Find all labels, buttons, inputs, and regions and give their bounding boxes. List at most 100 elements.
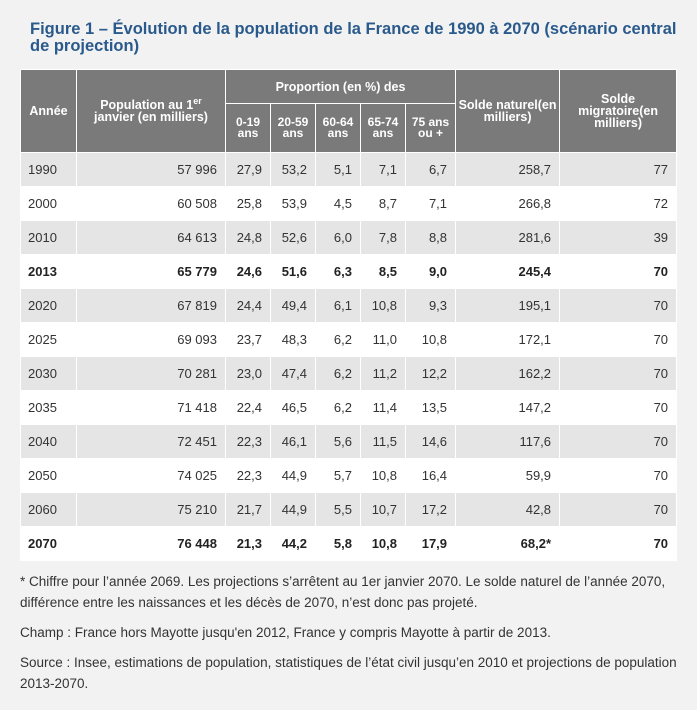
table-row: 2040 72 451 22,3 46,1 5,6 11,5 14,6 117,6 70: [20, 424, 678, 459]
cell-p0-19: 22,4: [225, 390, 271, 425]
cell-annee: 2013: [20, 254, 77, 289]
cell-p60-64: 5,1: [315, 152, 361, 187]
cell-p20-59: 48,3: [270, 322, 316, 357]
header-age-75-plus: 75 ans ou +: [404, 103, 457, 153]
figure-title: Figure 1 – Évolution de la population de…: [30, 20, 677, 55]
header-age-20-59: 20-59 ans: [270, 103, 316, 153]
cell-p75: 6,7: [404, 152, 457, 187]
table-row: 2010 64 613 24,8 52,6 6,0 7,8 8,8 281,6 39: [20, 220, 678, 255]
cell-p20-59: 53,9: [270, 186, 316, 221]
header-solde-naturel: Solde naturel(en milliers): [455, 69, 561, 153]
cell-naturel: 266,8: [455, 186, 561, 221]
cell-p65-74: 11,2: [360, 356, 406, 391]
header-population-rest: janvier (en milliers): [94, 110, 208, 124]
cell-p65-74: 10,7: [360, 492, 406, 527]
cell-migratoire: 77: [559, 152, 678, 187]
cell-p0-19: 24,6: [225, 254, 271, 289]
cell-p60-64: 6,2: [315, 390, 361, 425]
table-row: 1990 57 996 27,9 53,2 5,1 7,1 6,7 258,7 77: [20, 152, 678, 187]
cell-p75: 14,6: [404, 424, 457, 459]
header-age-60-64: 60-64 ans: [315, 103, 361, 153]
cell-p75: 12,2: [404, 356, 457, 391]
cell-p60-64: 6,1: [315, 288, 361, 323]
table-body: 1990 57 996 27,9 53,2 5,1 7,1 6,7 258,7 77 2000 60…: [20, 152, 678, 561]
cell-migratoire: 70: [559, 458, 678, 493]
cell-naturel: 59,9: [455, 458, 561, 493]
cell-population: 74 025: [76, 458, 226, 493]
cell-migratoire: 70: [559, 322, 678, 357]
cell-annee: 2010: [20, 220, 77, 255]
cell-p0-19: 24,8: [225, 220, 271, 255]
cell-p65-74: 8,7: [360, 186, 406, 221]
table-row: 2020 67 819 24,4 49,4 6,1 10,8 9,3 195,1 70: [20, 288, 678, 323]
cell-p75: 7,1: [404, 186, 457, 221]
cell-p0-19: 27,9: [225, 152, 271, 187]
cell-p60-64: 6,2: [315, 322, 361, 357]
note-footnote: * Chiffre pour l’année 2069. Les project…: [20, 574, 666, 610]
cell-p65-74: 11,0: [360, 322, 406, 357]
cell-migratoire: 70: [559, 492, 678, 527]
cell-p60-64: 5,5: [315, 492, 361, 527]
cell-migratoire: 72: [559, 186, 678, 221]
cell-p60-64: 6,0: [315, 220, 361, 255]
header-population: Population au 1er janvier (en milliers): [76, 69, 226, 153]
cell-p20-59: 44,9: [270, 492, 316, 527]
cell-annee: 1990: [20, 152, 77, 187]
table-row: 2035 71 418 22,4 46,5 6,2 11,4 13,5 147,2 70: [20, 390, 678, 425]
header-population-sup: er: [193, 95, 202, 106]
cell-p60-64: 5,6: [315, 424, 361, 459]
table-row: 2025 69 093 23,7 48,3 6,2 11,0 10,8 172,1 70: [20, 322, 678, 357]
cell-p20-59: 46,1: [270, 424, 316, 459]
cell-annee: 2030: [20, 356, 77, 391]
cell-naturel: 245,4: [455, 254, 561, 289]
cell-migratoire: 70: [559, 424, 678, 459]
cell-p60-64: 4,5: [315, 186, 361, 221]
header-annee: Année: [20, 69, 77, 153]
cell-population: 75 210: [76, 492, 226, 527]
cell-naturel: 68,2*: [455, 526, 561, 561]
cell-p0-19: 23,7: [225, 322, 271, 357]
cell-p60-64: 6,2: [315, 356, 361, 391]
cell-annee: 2050: [20, 458, 77, 493]
cell-migratoire: 70: [559, 254, 678, 289]
table-row: 2030 70 281 23,0 47,4 6,2 11,2 12,2 162,2 70: [20, 356, 678, 391]
cell-p20-59: 53,2: [270, 152, 316, 187]
cell-p65-74: 10,8: [360, 458, 406, 493]
table-row: 2060 75 210 21,7 44,9 5,5 10,7 17,2 42,8 70: [20, 492, 678, 527]
cell-population: 64 613: [76, 220, 226, 255]
header-age-0-19: 0-19 ans: [225, 103, 271, 153]
cell-population: 57 996: [76, 152, 226, 187]
cell-p0-19: 22,3: [225, 424, 271, 459]
cell-population: 72 451: [76, 424, 226, 459]
header-proportion-group: Proportion (en %) des: [224, 69, 457, 104]
cell-p20-59: 44,2: [270, 526, 316, 561]
cell-p65-74: 11,4: [360, 390, 406, 425]
header-solde-migratoire: Solde migratoire(en milliers): [559, 69, 678, 153]
cell-population: 67 819: [76, 288, 226, 323]
cell-naturel: 258,7: [455, 152, 561, 187]
cell-population: 76 448: [76, 526, 226, 561]
cell-p75: 8,8: [404, 220, 457, 255]
cell-annee: 2000: [20, 186, 77, 221]
table-row: 2013 65 779 24,6 51,6 6,3 8,5 9,0 245,4 70: [20, 254, 678, 289]
cell-annee: 2025: [20, 322, 77, 357]
cell-p75: 13,5: [404, 390, 457, 425]
cell-p20-59: 51,6: [270, 254, 316, 289]
cell-migratoire: 39: [559, 220, 678, 255]
cell-population: 65 779: [76, 254, 226, 289]
cell-population: 71 418: [76, 390, 226, 425]
cell-p60-64: 5,7: [315, 458, 361, 493]
cell-p60-64: 5,8: [315, 526, 361, 561]
cell-p0-19: 24,4: [225, 288, 271, 323]
cell-naturel: 162,2: [455, 356, 561, 391]
cell-p65-74: 8,5: [360, 254, 406, 289]
note-champ: Champ : France hors Mayotte jusqu'en 201…: [20, 625, 551, 640]
cell-p65-74: 10,8: [360, 288, 406, 323]
table-row: 2050 74 025 22,3 44,9 5,7 10,8 16,4 59,9 70: [20, 458, 678, 493]
cell-migratoire: 70: [559, 390, 678, 425]
cell-p0-19: 22,3: [225, 458, 271, 493]
cell-p75: 17,9: [404, 526, 457, 561]
cell-naturel: 147,2: [455, 390, 561, 425]
cell-population: 60 508: [76, 186, 226, 221]
cell-migratoire: 70: [559, 356, 678, 391]
